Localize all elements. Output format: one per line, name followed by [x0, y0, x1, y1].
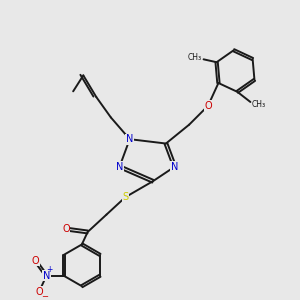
Text: O: O	[35, 287, 43, 297]
Text: N: N	[116, 162, 123, 172]
Text: CH₃: CH₃	[252, 100, 266, 109]
Text: S: S	[122, 192, 128, 202]
Text: N: N	[126, 134, 134, 144]
Text: O: O	[62, 224, 70, 234]
Text: N: N	[171, 162, 178, 172]
Text: +: +	[47, 266, 53, 274]
Text: O: O	[32, 256, 39, 266]
Text: N: N	[43, 271, 50, 281]
Text: −: −	[41, 292, 48, 300]
Text: CH₃: CH₃	[188, 53, 202, 62]
Text: O: O	[204, 101, 212, 111]
